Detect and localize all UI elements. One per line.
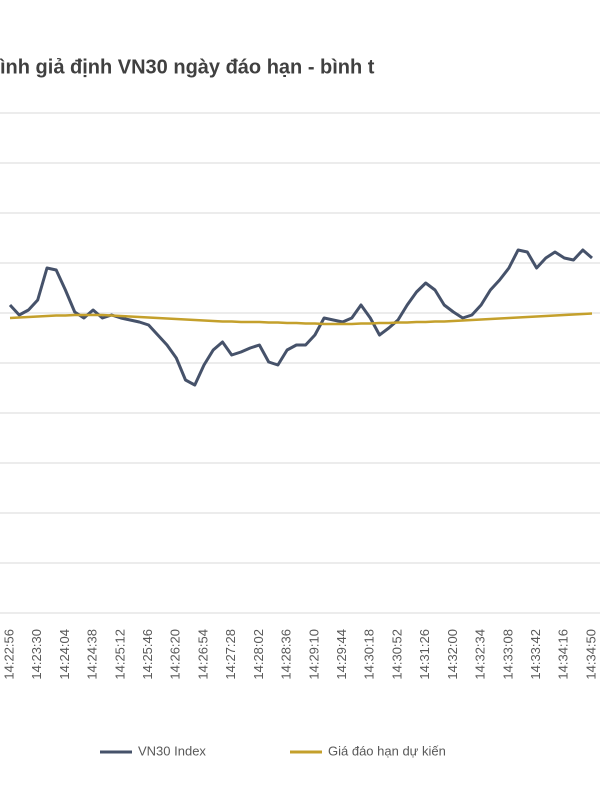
x-tick-label: 14:29:10 [306, 629, 321, 680]
x-tick-label: 14:26:54 [195, 629, 210, 680]
legend-label: Giá đáo hạn dự kiến [328, 743, 446, 758]
x-tick-label: 14:33:08 [500, 629, 515, 680]
x-tick-label: 14:34:16 [556, 629, 571, 680]
x-tick-label: 14:28:36 [279, 629, 294, 680]
x-tick-label: 14:33:42 [528, 629, 543, 680]
x-tick-label: 14:30:18 [362, 629, 377, 680]
x-tick-label: 14:24:38 [85, 629, 100, 680]
x-tick-label: 14:31:26 [417, 629, 432, 680]
x-tick-label: 14:29:44 [334, 629, 349, 680]
x-tick-label: 14:32:00 [445, 629, 460, 680]
x-tick-label: 14:25:46 [140, 629, 155, 680]
x-tick-label: 14:25:12 [112, 629, 127, 680]
chart-title: ình giả định VN30 ngày đáo hạn - bình t [0, 56, 375, 78]
x-tick-label: 14:23:30 [29, 629, 44, 680]
series-line [9, 312, 593, 326]
legend-label: VN30 Index [138, 743, 206, 758]
x-tick-label: 14:22:56 [1, 629, 16, 680]
x-tick-label: 14:28:02 [251, 629, 266, 680]
x-tick-label: 14:30:52 [389, 629, 404, 680]
x-tick-label: 14:27:28 [223, 629, 238, 680]
x-tick-label: 14:24:04 [57, 629, 72, 680]
x-tick-label: 14:34:50 [583, 629, 598, 680]
x-tick-label: 14:26:20 [168, 629, 183, 680]
x-tick-label: 14:32:34 [473, 629, 488, 680]
